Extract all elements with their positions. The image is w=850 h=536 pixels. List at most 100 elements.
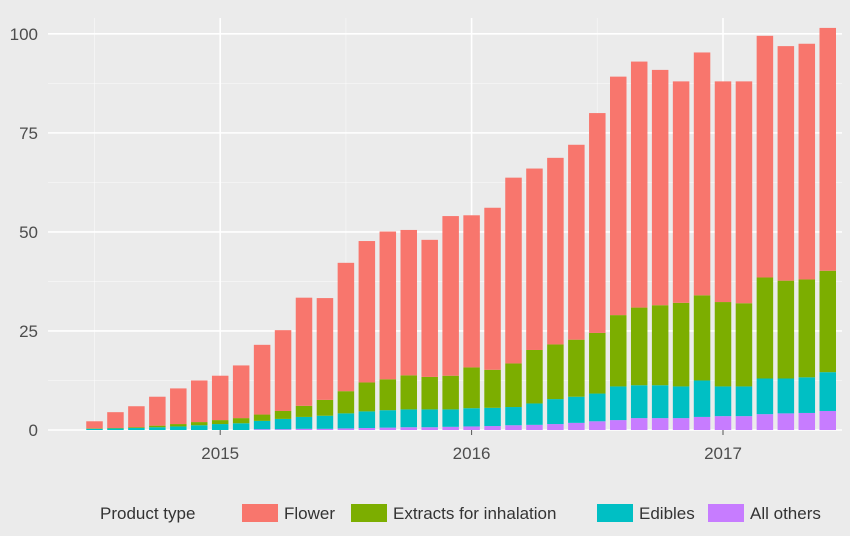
- legend-title: Product type: [100, 504, 195, 523]
- bar-segment-extracts-for-inhalation: [610, 315, 627, 386]
- bar-segment-extracts-for-inhalation: [505, 363, 522, 407]
- bar-segment-flower: [421, 240, 438, 377]
- bar-segment-flower: [610, 77, 627, 315]
- bar-segment-all-others: [799, 413, 816, 430]
- bar-segment-flower: [86, 421, 103, 428]
- bar-segment-all-others: [296, 429, 313, 430]
- bar-segment-all-others: [820, 411, 837, 430]
- bar-segment-all-others: [652, 418, 669, 430]
- bar-segment-extracts-for-inhalation: [736, 303, 753, 386]
- bar-segment-extracts-for-inhalation: [547, 344, 564, 399]
- bar-segment-edibles: [421, 409, 438, 427]
- bar-segment-edibles: [694, 380, 711, 416]
- bar-segment-flower: [652, 70, 669, 305]
- bar-segment-extracts-for-inhalation: [191, 422, 208, 425]
- bar-segment-extracts-for-inhalation: [799, 279, 816, 377]
- bar-segment-edibles: [380, 410, 397, 427]
- y-tick-label: 0: [29, 421, 38, 440]
- bar-segment-all-others: [505, 425, 522, 430]
- bar-segment-extracts-for-inhalation: [526, 350, 543, 403]
- bar-segment-flower: [442, 216, 459, 376]
- bars: [86, 28, 836, 430]
- bar-segment-edibles: [799, 377, 816, 413]
- bar-segment-all-others: [568, 423, 585, 430]
- bar-segment-all-others: [401, 427, 418, 430]
- legend-swatch-edibles: [597, 504, 633, 522]
- x-tick-label: 2015: [201, 444, 239, 463]
- bar-segment-all-others: [589, 421, 606, 430]
- bar-segment-edibles: [275, 419, 292, 429]
- bar-segment-extracts-for-inhalation: [463, 367, 480, 408]
- bar-segment-edibles: [526, 403, 543, 424]
- legend-swatch-flower: [242, 504, 278, 522]
- bar-segment-edibles: [547, 399, 564, 424]
- bar-segment-edibles: [820, 372, 837, 411]
- bar-segment-edibles: [673, 386, 690, 418]
- bar-segment-all-others: [715, 416, 732, 430]
- bar-segment-flower: [317, 298, 334, 400]
- bar-segment-extracts-for-inhalation: [233, 418, 250, 423]
- bar-segment-extracts-for-inhalation: [484, 370, 501, 408]
- bar-segment-flower: [212, 376, 229, 420]
- bar-segment-edibles: [778, 379, 795, 414]
- bar-segment-all-others: [317, 429, 334, 430]
- x-tick-label: 2016: [453, 444, 491, 463]
- bar-segment-extracts-for-inhalation: [631, 308, 648, 386]
- y-tick-label: 50: [19, 223, 38, 242]
- bar-segment-all-others: [526, 425, 543, 430]
- bar-segment-extracts-for-inhalation: [254, 415, 271, 421]
- bar-segment-extracts-for-inhalation: [778, 281, 795, 379]
- bar-segment-edibles: [757, 379, 774, 415]
- bar-segment-edibles: [715, 386, 732, 416]
- bar-segment-flower: [736, 81, 753, 303]
- bar-segment-all-others: [442, 427, 459, 430]
- bar-segment-extracts-for-inhalation: [568, 340, 585, 397]
- bar-segment-edibles: [149, 427, 166, 430]
- bar-segment-flower: [107, 412, 124, 428]
- bar-segment-all-others: [463, 426, 480, 430]
- bar-segment-edibles: [212, 424, 229, 430]
- x-axis: 2015 2016 2017: [201, 430, 742, 463]
- bar-segment-edibles: [170, 426, 187, 430]
- legend-label-extracts-for-inhalation: Extracts for inhalation: [393, 504, 556, 523]
- bar-segment-extracts-for-inhalation: [401, 375, 418, 409]
- bar-segment-edibles: [568, 397, 585, 423]
- bar-segment-extracts-for-inhalation: [317, 400, 334, 416]
- bar-segment-flower: [275, 330, 292, 411]
- bar-segment-edibles: [296, 417, 313, 429]
- bar-segment-flower: [463, 215, 480, 367]
- bar-segment-extracts-for-inhalation: [652, 305, 669, 385]
- bar-segment-flower: [296, 298, 313, 406]
- legend-label-edibles: Edibles: [639, 504, 695, 523]
- bar-segment-extracts-for-inhalation: [421, 377, 438, 409]
- bar-segment-extracts-for-inhalation: [296, 406, 313, 417]
- bar-segment-extracts-for-inhalation: [212, 420, 229, 424]
- y-tick-label: 100: [10, 25, 38, 44]
- bar-segment-extracts-for-inhalation: [820, 271, 837, 372]
- bar-segment-flower: [526, 169, 543, 350]
- bar-segment-edibles: [359, 411, 376, 428]
- bar-segment-flower: [820, 28, 837, 271]
- bar-segment-flower: [568, 145, 585, 340]
- bar-segment-all-others: [736, 416, 753, 430]
- bar-segment-edibles: [86, 429, 103, 430]
- bar-segment-flower: [694, 52, 711, 295]
- bar-segment-all-others: [254, 429, 271, 430]
- legend-swatch-extracts-for-inhalation: [351, 504, 387, 522]
- bar-segment-extracts-for-inhalation: [757, 277, 774, 378]
- bar-segment-extracts-for-inhalation: [149, 426, 166, 428]
- bar-segment-edibles: [463, 408, 480, 426]
- x-tick-label: 2017: [704, 444, 742, 463]
- bar-segment-flower: [778, 46, 795, 281]
- bar-segment-edibles: [652, 385, 669, 418]
- bar-segment-extracts-for-inhalation: [715, 302, 732, 386]
- bar-segment-all-others: [673, 418, 690, 430]
- bar-segment-flower: [715, 81, 732, 302]
- bar-segment-flower: [359, 241, 376, 382]
- bar-segment-edibles: [631, 385, 648, 418]
- bar-segment-extracts-for-inhalation: [442, 376, 459, 410]
- bar-segment-all-others: [338, 428, 355, 430]
- bar-segment-flower: [191, 380, 208, 422]
